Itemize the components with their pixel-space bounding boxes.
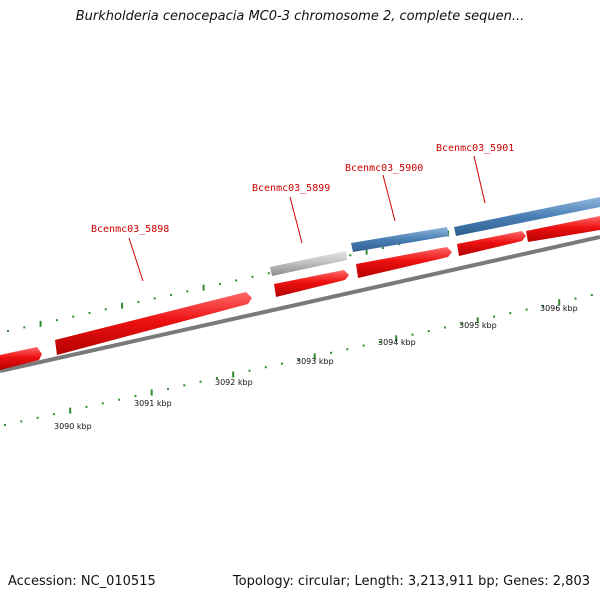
genome-summary-text: Topology: circular; Length: 3,213,911 bp…: [232, 574, 590, 589]
kbp-label-3095: 3095 kbp: [459, 321, 497, 330]
map-title: Burkholderia cenocepacia MC0-3 chromosom…: [75, 9, 525, 24]
kbp-label-3091: 3091 kbp: [134, 399, 172, 408]
gene-red-3[interactable]: [274, 270, 349, 297]
gene-label-5901[interactable]: Bcenmc03_5901: [436, 143, 514, 154]
gene-red-2[interactable]: [55, 292, 252, 355]
gene-red-1[interactable]: [0, 347, 42, 370]
tick-row-lower: [4, 294, 593, 426]
kbp-label-3094: 3094 kbp: [378, 338, 416, 347]
gene-red-5[interactable]: [457, 231, 526, 256]
gene-red-4[interactable]: [356, 247, 452, 278]
gene-label-5898[interactable]: Bcenmc03_5898: [91, 224, 169, 235]
kbp-label-3090: 3090 kbp: [54, 422, 92, 431]
label-leader-5900: [382, 174, 396, 222]
accession-text: Accession: NC_010515: [8, 574, 156, 589]
gene-label-5900[interactable]: Bcenmc03_5900: [345, 163, 423, 174]
label-leader-5898: [128, 237, 144, 282]
kbp-label-3092: 3092 kbp: [215, 378, 253, 387]
genome-backbone: [0, 235, 600, 373]
kbp-label-3096: 3096 kbp: [540, 304, 578, 313]
gene-label-5899[interactable]: Bcenmc03_5899: [252, 183, 330, 194]
gene-gray[interactable]: [270, 251, 347, 276]
kbp-label-3093: 3093 kbp: [296, 357, 334, 366]
label-leader-5901: [473, 155, 486, 204]
gene-blue-1[interactable]: [351, 227, 449, 252]
label-leader-5899: [289, 196, 303, 244]
gene-blue-2[interactable]: [454, 197, 600, 236]
gene-red-6[interactable]: [526, 216, 600, 242]
